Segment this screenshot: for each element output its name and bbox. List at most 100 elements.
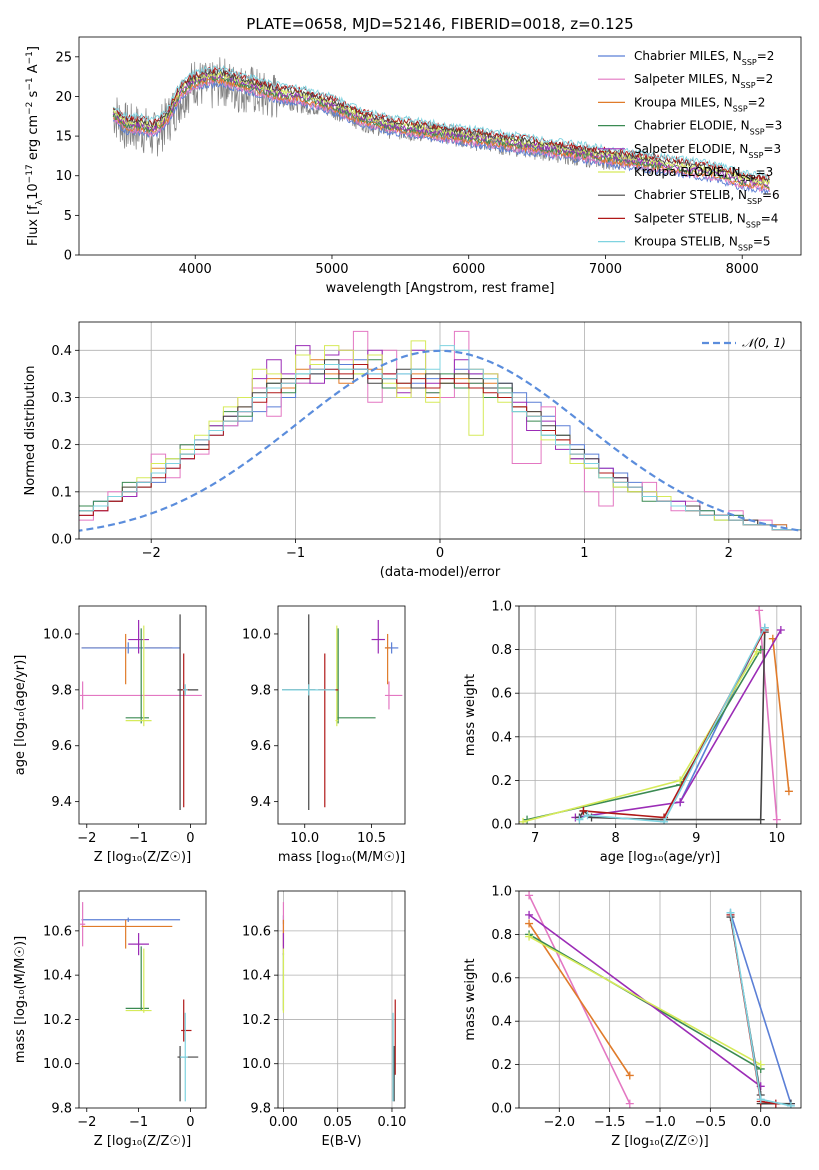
y-tick-label: 10.6 [242,924,271,939]
legend-label-suffix: =5 [753,235,771,249]
y-tick-label: 15 [55,130,72,145]
series-marker [756,645,765,654]
legend-label: Chabrier ELODIE, NSSP=3 [634,119,782,137]
x-tick-label: 4000 [179,262,212,277]
y-tick-label: 0.0 [491,1102,512,1117]
axes-mass_vs_z: −2 −1 0 9.8 10.0 10.2 10.4 10.6 Z [log₁₀(Z/Z☉)] m… [13,890,207,1149]
errorbar-point [282,614,316,811]
errorbar-point [282,684,336,696]
y-axis-label-part: erg cm [26,115,41,164]
legend-label-suffix: =3 [765,119,783,133]
y-tick-label: 0.2 [51,438,72,453]
errorbar-point [81,633,173,685]
legend-label-sub: SSP [741,81,756,90]
axes-age_vs_z: −2 −1 0 9.4 9.6 9.8 10.0 Z [log₁₀(Z/Z☉)] age [lo… [13,605,207,865]
x-tick-label: 8000 [726,262,759,277]
errorbar-point [336,628,376,724]
series-marker [525,910,534,919]
x-axis-label: age [log₁₀(age/yr)] [600,850,721,865]
x-tick-label: 10.0 [290,831,319,846]
y-tick-label: 1.0 [491,885,512,900]
errorbar-point [125,628,149,724]
y-tick-label: 0.8 [491,928,512,943]
gaussian-curve [79,349,801,532]
legend-label: Kroupa ELODIE, NSSP=3 [634,165,773,183]
series-marker [625,1071,634,1080]
series-marker [519,817,528,824]
legend-label: Chabrier STELIB, NSSP=6 [634,188,780,206]
axes-residuals: −2 −1 0 1 2 0.0 0.1 0.2 0.3 0.4 (data-model)/error… [23,321,802,580]
model-spectrum-line [112,74,770,189]
y-tick-label: 9.4 [250,795,271,810]
y-tick-label: 9.8 [250,683,271,698]
x-tick-label: −1.0 [644,1115,676,1130]
legend-label: Kroupa MILES, NSSP=2 [634,95,765,113]
series-marker [579,806,588,815]
y-tick-label: 0.8 [491,643,512,658]
series-marker [756,1095,765,1104]
axes-frame [78,36,802,256]
y-tick-label: 10.0 [242,627,271,642]
legend-label-suffix: =2 [757,49,775,63]
legend-label-suffix: =6 [762,188,780,202]
y-axis-label: Flux [fλ10−17 erg cm−2 s−1 A−1] [25,46,45,246]
errorbar-point [125,625,152,727]
series-marker [587,813,596,822]
legend-label-sub: SSP [742,58,757,67]
legend-label: Kroupa STELIB, NSSP=5 [634,235,771,253]
errorbar-point [318,653,339,808]
y-tick-label: 25 [55,50,72,65]
errorbar-plot-area [282,614,403,811]
axes-frame [518,605,802,825]
legend-label: Chabrier MILES, NSSP=2 [634,49,774,67]
series-line [528,923,631,1076]
line-plot-area [525,891,795,1108]
x-axis-label: Z [log₁₀(Z/Z☉)] [94,850,191,865]
legend-label-suffix: =2 [748,95,766,109]
y-tick-label: 9.8 [250,1102,271,1117]
series-marker [772,815,781,824]
x-tick-label: 7 [531,831,539,846]
y-axis-label: Normed distribution [23,366,38,496]
legend-label-sub: SSP [738,243,753,252]
y-axis-label: mass weight [463,674,478,756]
series-marker [676,776,685,785]
y-tick-label: 0.2 [491,774,512,789]
series-line [758,610,778,820]
x-tick-label: 1 [580,546,588,561]
series-marker [525,919,534,928]
axes-frame [78,321,802,540]
y-tick-label: 9.6 [51,739,72,754]
series-marker [583,811,592,820]
y-tick-label: 0.2 [491,1058,512,1073]
series-marker [726,908,735,917]
y-tick-label: 0.4 [51,344,72,359]
y-tick-label: 5 [64,209,72,224]
errorbar-point [335,625,339,727]
y-tick-label: 10.2 [242,1013,271,1028]
y-tick-label: 0.4 [491,730,512,745]
x-tick-label: 10.5 [357,831,386,846]
series-line [729,912,792,1104]
x-tick-label: −2.0 [543,1115,575,1130]
series-marker [625,1099,634,1108]
errorbar-point [384,681,403,710]
spectrum-plot-area [112,57,770,194]
errorbar-point [182,684,188,696]
series-line [579,627,766,823]
axes-frame [277,605,406,825]
y-tick-label: 9.8 [51,1102,72,1117]
y-tick-label: 10.4 [242,969,271,984]
x-tick-label: 6000 [452,262,485,277]
x-tick-label: −2 [142,546,161,561]
errorbar-point [384,633,391,685]
x-axis-label: wavelength [Angstrom, rest frame] [326,281,555,296]
x-tick-label: 0 [186,1115,194,1130]
errorbar-point [80,902,86,947]
x-tick-label: 9 [692,831,700,846]
series-marker [752,647,761,656]
y-tick-label: 9.6 [250,739,271,754]
x-axis-label: Z [log₁₀(Z/Z☉)] [94,1134,191,1149]
